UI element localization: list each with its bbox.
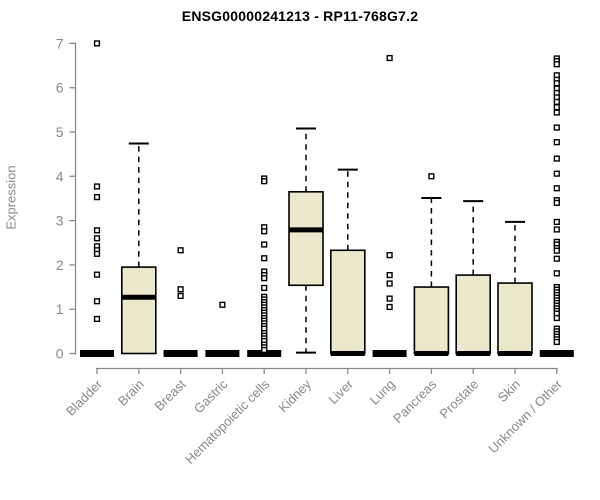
outlier-point — [553, 255, 560, 262]
outlier-point — [177, 247, 184, 254]
outlier-point — [93, 271, 101, 278]
x-tick-label-skin: Skin — [495, 377, 523, 405]
box-group-unknown-other — [539, 55, 574, 357]
outlier-point — [261, 275, 268, 282]
x-tick-label-liver: Liver — [325, 376, 356, 407]
y-tick-label: 1 — [56, 301, 64, 317]
outlier-point — [261, 178, 268, 185]
outlier-point — [219, 301, 226, 308]
outlier-point — [553, 98, 560, 105]
box-group-brain — [121, 142, 157, 355]
box-group-skin — [497, 220, 533, 356]
outlier-point — [93, 235, 101, 242]
collapsed-box — [205, 350, 240, 357]
box-group-liver — [329, 168, 366, 356]
x-tick-label-pancreas: Pancreas — [390, 376, 440, 426]
iqr-box — [413, 286, 450, 355]
chart-title: ENSG00000241213 - RP11-768G7.2 — [181, 8, 419, 24]
outlier-point — [553, 247, 560, 254]
outlier-point — [93, 315, 101, 323]
y-tick-label: 5 — [56, 124, 64, 140]
outlier-point — [261, 228, 268, 235]
outlier-point — [553, 104, 560, 111]
iqr-box — [329, 249, 366, 355]
x-tick-label-unknown-other: Unknown / Other — [485, 376, 565, 456]
x-tick-label-gastric: Gastric — [191, 376, 231, 416]
box-group-hematopoietic-cells — [247, 175, 282, 357]
x-tick-label-breast: Breast — [152, 376, 189, 413]
outlier-point — [386, 303, 393, 311]
outlier-point — [553, 139, 560, 146]
outlier-point — [261, 346, 268, 354]
outlier-point — [553, 80, 560, 87]
outlier-point — [553, 199, 560, 206]
x-tick-label-brain: Brain — [115, 377, 147, 409]
outlier-point — [93, 40, 101, 47]
outlier-point — [386, 295, 393, 302]
collapsed-box — [372, 350, 407, 357]
box-group-prostate — [455, 200, 492, 356]
outlier-point — [553, 109, 560, 116]
box-group-bladder — [80, 40, 114, 357]
outlier-point — [553, 226, 560, 233]
box-group-breast — [163, 247, 198, 357]
box-group-kidney — [288, 127, 324, 354]
y-axis: 0 1 2 3 4 5 6 7 — [56, 35, 77, 362]
box-group-pancreas — [413, 173, 450, 356]
outlier-point — [553, 170, 560, 177]
y-tick-label: 0 — [56, 346, 64, 362]
collapsed-box — [247, 350, 282, 357]
outlier-point — [553, 61, 560, 68]
outlier-point — [177, 286, 184, 293]
box-group-gastric — [205, 301, 240, 357]
iqr-box — [497, 282, 533, 355]
outlier-point — [553, 124, 560, 131]
outlier-point — [386, 271, 393, 279]
outlier-point — [261, 255, 268, 262]
iqr-box — [455, 274, 492, 355]
outlier-point — [386, 252, 393, 259]
x-tick-label-prostate: Prostate — [436, 377, 481, 422]
outlier-point — [93, 183, 101, 190]
outlier-point — [553, 155, 560, 162]
x-tick-label-lung: Lung — [367, 377, 398, 408]
box-group-lung — [372, 54, 407, 357]
y-tick-label: 6 — [56, 80, 64, 96]
y-tick-label: 4 — [56, 168, 64, 184]
outlier-point — [261, 284, 268, 292]
outlier-point — [93, 227, 101, 234]
outlier-point — [93, 194, 101, 201]
iqr-box — [121, 266, 157, 355]
outlier-point — [386, 280, 393, 287]
outlier-point — [553, 185, 560, 192]
outlier-point — [177, 292, 184, 300]
outlier-point — [553, 270, 560, 277]
outlier-point — [93, 250, 101, 257]
iqr-box — [288, 191, 324, 287]
x-tick-label-bladder: Bladder — [63, 376, 106, 419]
outlier-point — [93, 298, 101, 305]
y-tick-label: 3 — [56, 213, 64, 229]
y-tick-label: 2 — [56, 257, 64, 273]
outlier-point — [553, 314, 560, 322]
collapsed-box — [163, 350, 198, 357]
y-tick-label: 7 — [56, 35, 64, 51]
outlier-point — [553, 338, 560, 346]
x-tick-label-kidney: Kidney — [275, 376, 314, 415]
outlier-point — [553, 218, 560, 226]
collapsed-box — [80, 350, 114, 357]
outlier-point — [428, 173, 435, 180]
outlier-point — [386, 54, 393, 62]
collapsed-box — [539, 350, 574, 357]
outlier-point — [261, 241, 268, 248]
